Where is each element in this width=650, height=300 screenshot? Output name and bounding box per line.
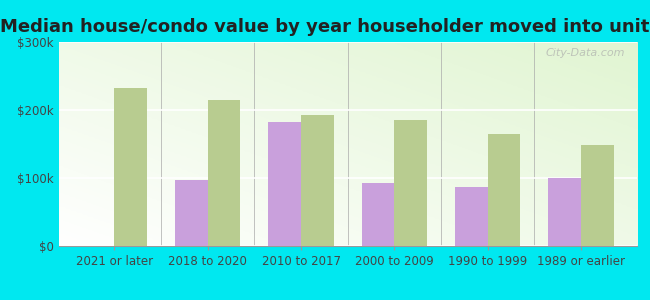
Bar xyxy=(488,134,521,246)
Bar xyxy=(581,146,614,246)
Bar xyxy=(175,180,208,246)
Bar xyxy=(114,88,147,246)
Legend: Pine Village, Indiana: Pine Village, Indiana xyxy=(246,298,450,300)
Bar xyxy=(301,115,333,246)
Bar xyxy=(208,100,240,246)
Bar xyxy=(268,122,301,246)
Bar xyxy=(549,178,581,246)
Bar xyxy=(455,187,488,246)
Bar xyxy=(395,120,427,246)
Bar xyxy=(362,183,395,246)
Text: Median house/condo value by year householder moved into unit: Median house/condo value by year househo… xyxy=(0,18,650,36)
Text: City-Data.com: City-Data.com xyxy=(546,48,625,58)
